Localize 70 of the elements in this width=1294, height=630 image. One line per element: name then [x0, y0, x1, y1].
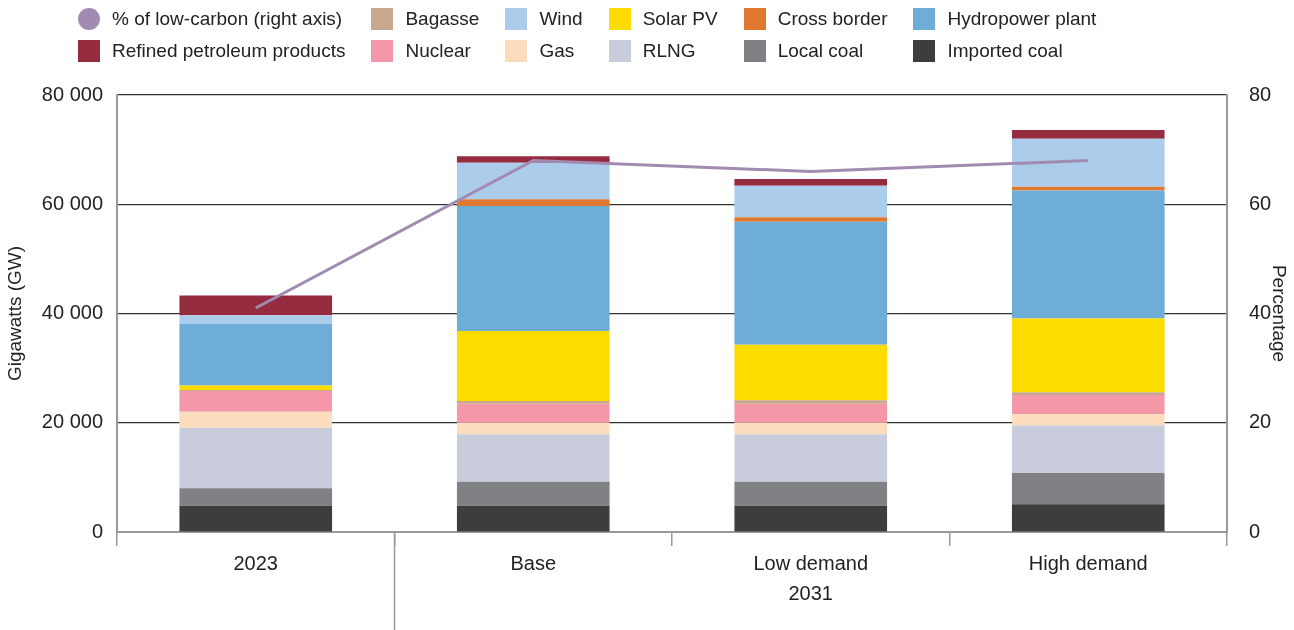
legend-label: Solar PV — [642, 8, 718, 30]
legend-label: Wind — [539, 8, 583, 30]
y-tick-label: 80 000 — [41, 82, 103, 105]
y-tick-label: 0 — [91, 519, 103, 542]
bar — [179, 323, 333, 386]
bar — [1011, 414, 1165, 426]
bar — [179, 385, 333, 390]
legend-label: Gas — [539, 40, 575, 62]
legend-label: Bagasse — [405, 8, 480, 30]
bar — [179, 315, 333, 324]
bar — [456, 434, 610, 482]
y-tick-label: 20 000 — [41, 410, 103, 433]
bar — [179, 505, 333, 532]
y2-tick-label: 0 — [1249, 519, 1261, 542]
bar — [1011, 473, 1165, 505]
legend-label: Refined petroleum products — [112, 40, 346, 62]
bar — [456, 422, 610, 435]
legend-label: Cross border — [777, 8, 888, 30]
bar — [456, 330, 610, 401]
x-tick-label: High demand — [1028, 551, 1148, 574]
bar — [734, 344, 888, 401]
bar — [179, 295, 333, 316]
bar — [179, 427, 333, 489]
bar — [1011, 318, 1165, 393]
bar — [734, 422, 888, 435]
bar — [179, 411, 333, 428]
bar — [734, 400, 888, 404]
bar — [456, 199, 610, 206]
bar — [179, 488, 333, 506]
x-tick-label: 2023 — [233, 551, 278, 574]
bar — [456, 403, 610, 423]
y2-tick-label: 40 — [1249, 301, 1272, 324]
bar — [1011, 186, 1165, 191]
y-tick-label: 60 000 — [41, 191, 103, 214]
legend-label: Hydropower plant — [947, 8, 1097, 30]
y2-tick-label: 80 — [1249, 82, 1272, 105]
bar — [456, 400, 610, 404]
bar — [734, 221, 888, 345]
legend-label: % of low-carbon (right axis) — [112, 8, 343, 30]
legend-label: Local coal — [777, 40, 864, 62]
text: 2031 — [788, 581, 833, 604]
bar — [734, 185, 888, 218]
bar — [1011, 138, 1165, 187]
bar — [734, 505, 888, 532]
y2-tick-label: 20 — [1249, 410, 1272, 433]
x-tick-label: Low demand — [753, 551, 869, 574]
bar — [456, 481, 610, 506]
legend-label: RLNG — [642, 40, 696, 62]
bar — [1011, 392, 1165, 395]
bar — [456, 205, 610, 331]
y2-axis-title: Percentage — [1269, 264, 1291, 363]
bar — [179, 391, 333, 412]
bar — [456, 505, 610, 532]
y2-tick-label: 60 — [1249, 191, 1272, 214]
legend-label: Imported coal — [947, 40, 1063, 62]
bar — [734, 217, 888, 222]
bar — [1011, 129, 1165, 139]
bar — [734, 179, 888, 186]
bar — [1011, 425, 1165, 474]
bar — [1011, 504, 1165, 532]
legend-label: Nuclear — [405, 40, 471, 62]
bar — [734, 434, 888, 482]
y-axis-title: Gigawatts (GW) — [3, 245, 25, 382]
bar — [734, 481, 888, 506]
bar — [1011, 394, 1165, 415]
x-tick-label: Base — [510, 551, 557, 574]
bar — [1011, 190, 1165, 319]
y-tick-label: 40 000 — [41, 301, 103, 324]
bar — [456, 162, 610, 200]
bar — [734, 403, 888, 423]
